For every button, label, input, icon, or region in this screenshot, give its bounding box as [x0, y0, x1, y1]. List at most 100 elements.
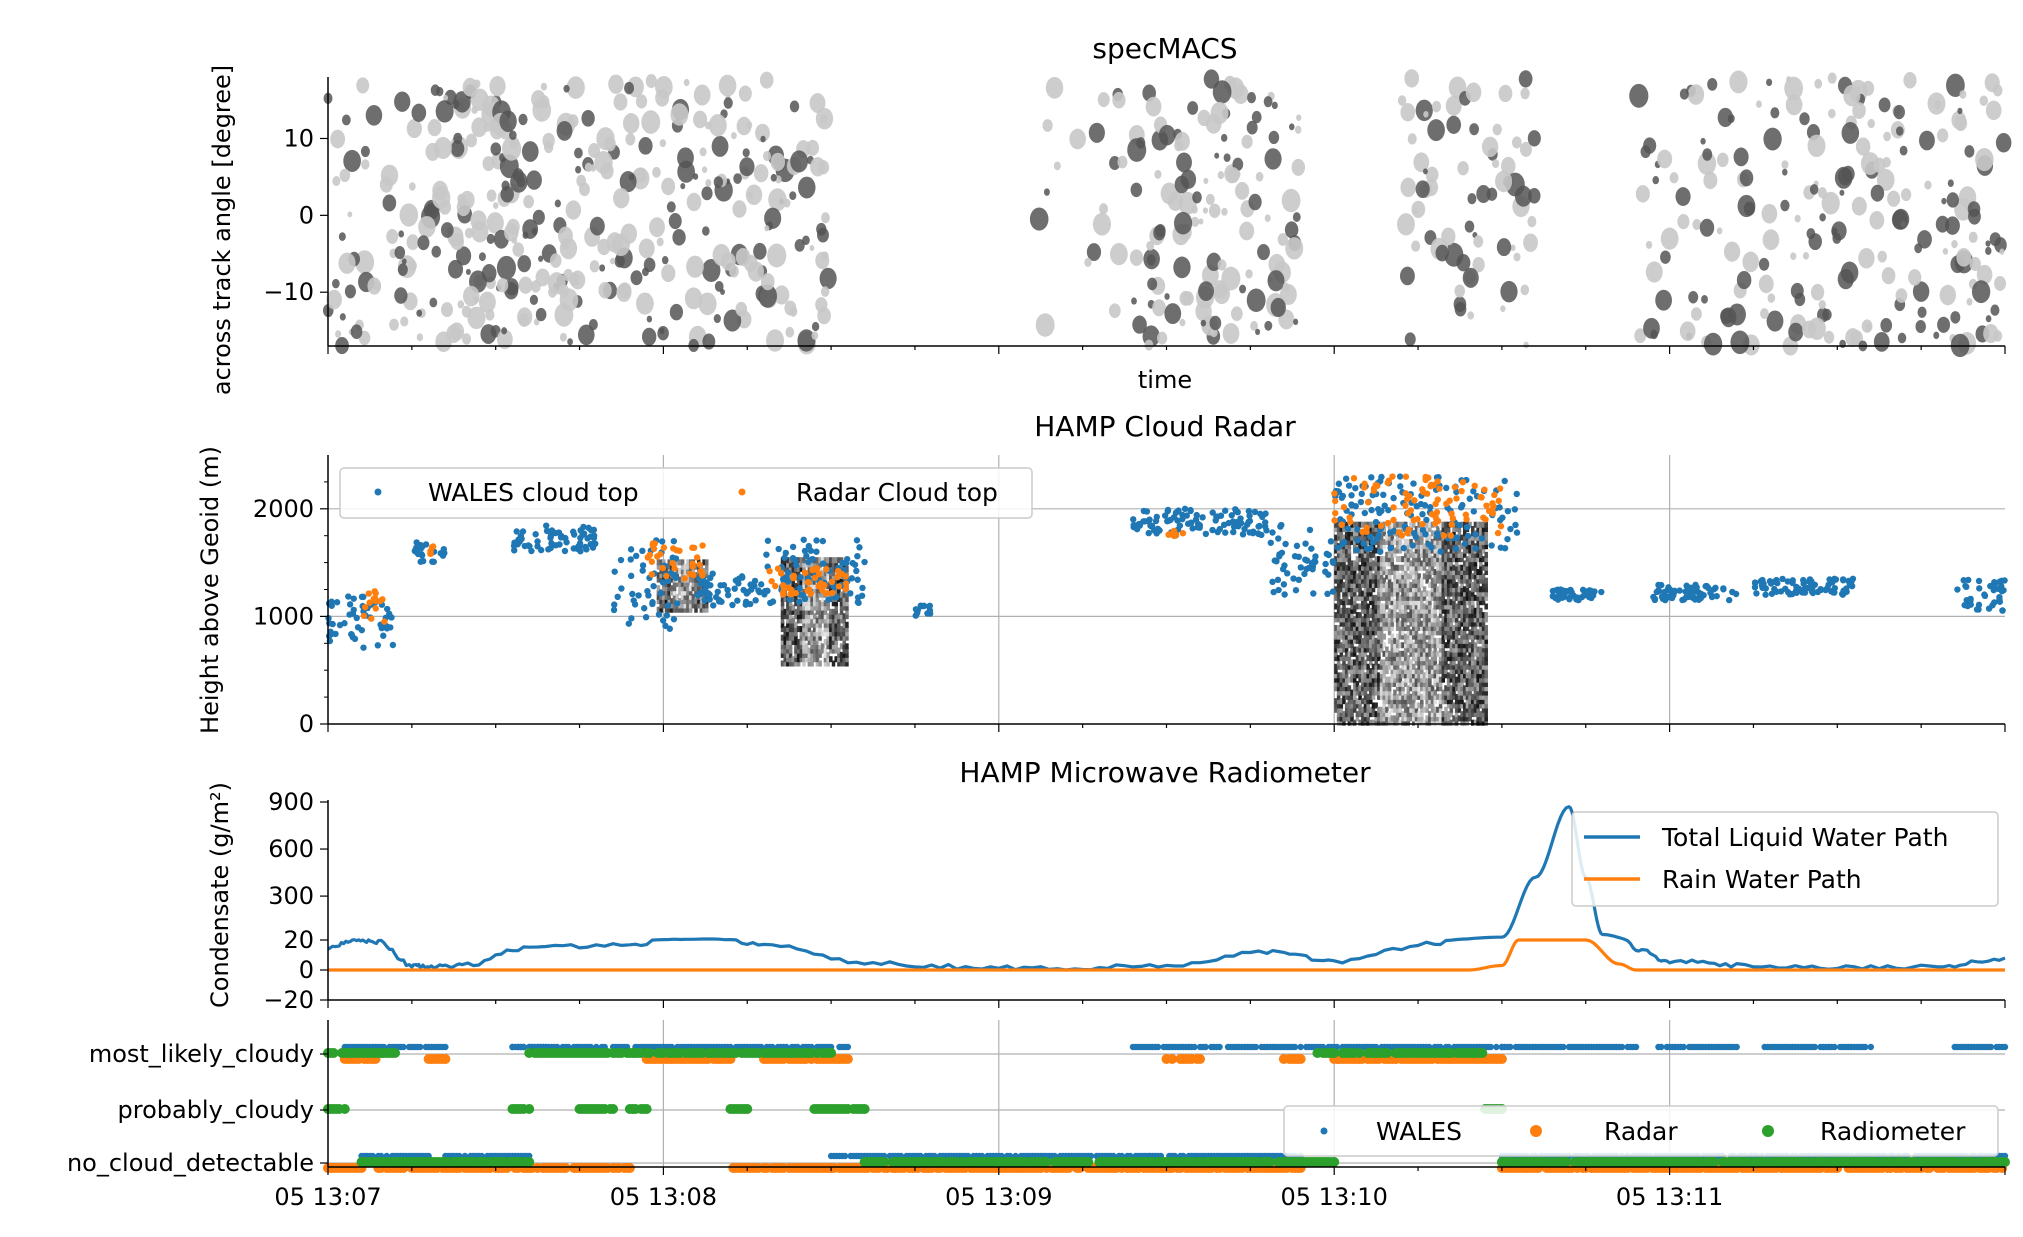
radar-echo: [1406, 538, 1411, 545]
radar-echo: [1452, 646, 1456, 653]
radar-echo: [1355, 633, 1360, 640]
wales-cloud-top-point: [782, 549, 790, 557]
radar-echo: [1473, 629, 1478, 636]
radar-echo: [1428, 702, 1432, 709]
radar-echo: [1403, 603, 1408, 610]
radar-echo: [1484, 719, 1488, 726]
cloud-pixel: [1220, 133, 1228, 142]
radar-echo: [1409, 702, 1413, 709]
radar-echo: [1476, 590, 1480, 597]
radar-echo: [1468, 685, 1472, 692]
cloud-pixel: [1190, 216, 1200, 228]
radar-echo: [1473, 663, 1478, 670]
radar-echo: [807, 608, 812, 615]
radar-echo: [1414, 625, 1419, 632]
cloud-pixel: [1933, 331, 1940, 340]
radar-echo: [1473, 577, 1478, 584]
radar-echo: [1441, 586, 1446, 593]
radar-echo: [1393, 668, 1397, 675]
radar-echo: [1336, 689, 1341, 696]
radar-echo: [1409, 629, 1413, 636]
cloud-pixel: [486, 212, 504, 234]
radar-cloud-top-point: [1402, 473, 1410, 480]
radar-echo: [1479, 594, 1483, 601]
radar-echo: [1377, 556, 1381, 563]
cloud-pixel: [1761, 203, 1778, 224]
radar-echo: [1352, 637, 1357, 644]
radar-echo: [1387, 612, 1392, 619]
radar-echo: [1438, 663, 1443, 670]
radar-echo: [1403, 663, 1408, 670]
wales-cloud-top-point: [1305, 564, 1313, 572]
radar-echo: [1342, 551, 1346, 558]
radar-echo: [1342, 711, 1346, 718]
radar-echo: [1339, 526, 1344, 533]
radar-echo: [1414, 719, 1419, 726]
cloud-pixel: [1716, 227, 1723, 235]
radar-echo: [1369, 698, 1373, 705]
radar-echo: [1414, 607, 1419, 614]
radar-echo: [1342, 715, 1346, 722]
radar-echo: [1481, 672, 1486, 679]
radar-echo: [1403, 607, 1408, 614]
radar-echo: [1425, 547, 1429, 554]
radar-echo: [1379, 607, 1384, 614]
radar-cloud-top-point: [1419, 520, 1426, 528]
radar-echo: [1473, 616, 1478, 623]
radar-echo: [1479, 676, 1483, 683]
radar-echo: [1406, 586, 1411, 593]
radar-echo: [1465, 612, 1470, 619]
radar-echo: [1446, 551, 1451, 558]
radar-echo: [1479, 672, 1483, 679]
radar-echo: [810, 621, 814, 628]
radar-echo: [1334, 698, 1338, 705]
radar-echo: [1417, 672, 1421, 679]
radar-echo: [1363, 637, 1368, 644]
cloud-pixel: [1217, 259, 1227, 271]
radar-echo: [1412, 581, 1416, 588]
radar-echo: [1390, 646, 1395, 653]
radar-echo: [1457, 715, 1462, 722]
wales-cloud-top-point: [1334, 544, 1341, 551]
wales-cloud-top-point: [1409, 542, 1416, 549]
radar-echo: [1377, 689, 1381, 696]
cloud-pixel: [759, 71, 774, 89]
radar-echo: [1355, 715, 1360, 722]
radar-echo: [1479, 607, 1483, 614]
radar-echo: [1430, 581, 1435, 588]
radar-echo: [1339, 560, 1344, 567]
cloud-pixel: [563, 268, 574, 282]
cloud-pixel: [1084, 257, 1092, 267]
radar-echo: [823, 626, 828, 633]
radar-echo: [1465, 676, 1470, 683]
wales-cloud-top-point: [1187, 506, 1194, 514]
radar-echo: [1417, 676, 1421, 683]
wales-cloud-top-point: [1504, 507, 1512, 515]
specmacs-ylabel: across track angle [degree]: [208, 65, 236, 395]
radar-cloud-top-point: [842, 573, 849, 580]
radar-echo: [1457, 538, 1462, 545]
cloud-pixel: [659, 327, 665, 335]
radar-echo: [1436, 680, 1440, 687]
radar-echo: [1481, 538, 1486, 545]
radar-echo: [1352, 560, 1357, 567]
cloud-pixel: [683, 78, 690, 87]
radar-echo: [1352, 569, 1357, 576]
radar-echo: [786, 600, 790, 607]
cloud-pixel: [1935, 215, 1950, 233]
radar-echo: [1417, 693, 1421, 700]
radar-echo: [1444, 620, 1448, 627]
radar-echo: [702, 593, 706, 600]
cloud-pixel: [408, 260, 417, 271]
cloud-pixel: [1467, 311, 1475, 320]
wales-cloud-top-point: [1586, 591, 1593, 598]
radar-echo: [788, 651, 793, 658]
radar-echo: [1358, 706, 1362, 713]
wales-cloud-top-point: [547, 534, 554, 542]
radar-echo: [1385, 590, 1389, 597]
radar-echo: [1339, 586, 1344, 593]
radar-echo: [1446, 702, 1451, 709]
radar-echo: [1355, 543, 1360, 550]
radar-echo: [812, 561, 817, 568]
radar-echo: [1387, 685, 1392, 692]
